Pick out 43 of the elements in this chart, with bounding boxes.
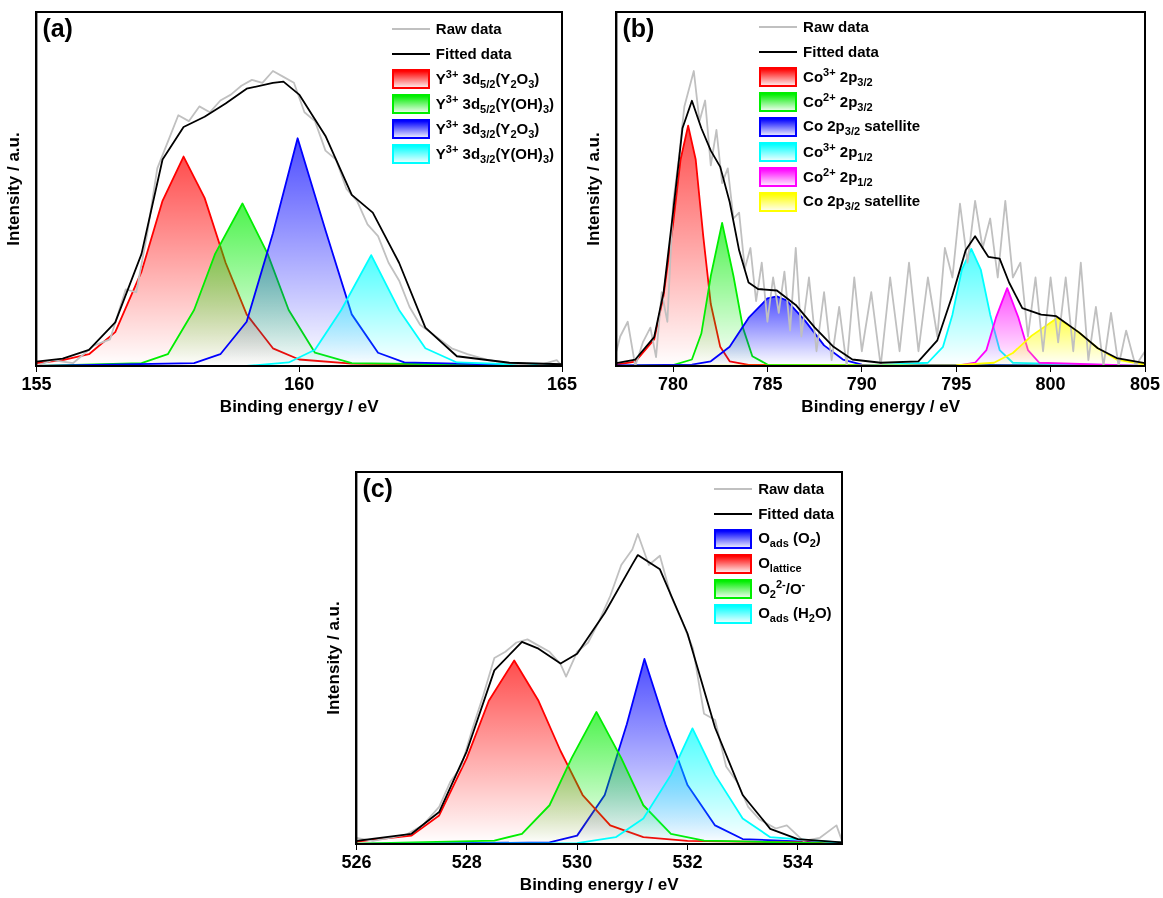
x-tick-label: 785 [752, 373, 783, 394]
x-tick-label: 534 [782, 851, 813, 872]
x-tick-label: 780 [658, 373, 689, 394]
legend-label: Co 2p$_{3/2}$ satellite [803, 116, 921, 137]
x-tick-label: 532 [672, 851, 703, 872]
legend-label: Fitted data [758, 505, 834, 522]
x-axis-title: Binding energy / eV [519, 875, 680, 895]
x-axis-title: Binding energy / eV [801, 397, 961, 417]
y-axis-title: Intensity / a.u. [583, 132, 603, 246]
legend-label: Y$^{3+}$ 3d$_{3/2}$(Y(OH)$_{3}$) [435, 142, 554, 165]
x-tick-label: 530 [562, 851, 593, 872]
legend-label: Fitted data [435, 45, 512, 62]
chart-title: (a) [42, 14, 73, 43]
legend-label: Co$^{3+}$ 2p$_{1/2}$ [803, 140, 873, 163]
chart-title: (b) [622, 14, 655, 43]
legend-label: O$_{ads}$ (H$_{2}$O) [758, 603, 832, 624]
x-axis-title: Binding energy / eV [219, 397, 380, 417]
legend-label: O$_{lattice}$ [758, 553, 802, 574]
legend-label: O$_{2}$$^{2-}$/O$^{-}$ [758, 577, 806, 600]
y-axis-title: Intensity / a.u. [323, 601, 343, 715]
y-axis-title: Intensity / a.u. [3, 132, 23, 246]
legend-label: Raw data [435, 20, 502, 37]
legend-label: Raw data [803, 18, 869, 35]
legend-label: Co 2p$_{3/2}$ satellite [803, 191, 921, 212]
x-tick-label: 795 [941, 373, 972, 394]
x-tick-label: 805 [1129, 373, 1161, 394]
x-tick-label: 528 [451, 851, 482, 872]
legend-label: Fitted data [803, 43, 879, 60]
x-tick-label: 155 [21, 373, 52, 394]
legend-label: O$_{ads}$ (O$_{2}$) [758, 528, 821, 549]
x-tick-label: 526 [341, 851, 372, 872]
legend-label: Y$^{3+}$ 3d$_{5/2}$(Y(OH)$_{3}$) [435, 92, 554, 115]
legend-label: Co$^{2+}$ 2p$_{3/2}$ [803, 90, 873, 113]
x-tick-label: 790 [846, 373, 877, 394]
chart-title: (c) [362, 474, 393, 503]
x-tick-label: 165 [546, 373, 578, 394]
legend-label: Co$^{3+}$ 2p$_{3/2}$ [803, 65, 873, 88]
legend-label: Co$^{2+}$ 2p$_{1/2}$ [803, 165, 873, 188]
text: Y$^{3+}$ 3d$_{3/2}$(Y$_{2}$O$_{3}$) [435, 117, 540, 140]
x-tick-label: 800 [1035, 373, 1066, 394]
text: Y$^{3+}$ 3d$_{5/2}$(Y$_{2}$O$_{3}$) [435, 67, 540, 90]
legend-label: Raw data [758, 480, 825, 497]
x-tick-label: 160 [284, 373, 315, 394]
